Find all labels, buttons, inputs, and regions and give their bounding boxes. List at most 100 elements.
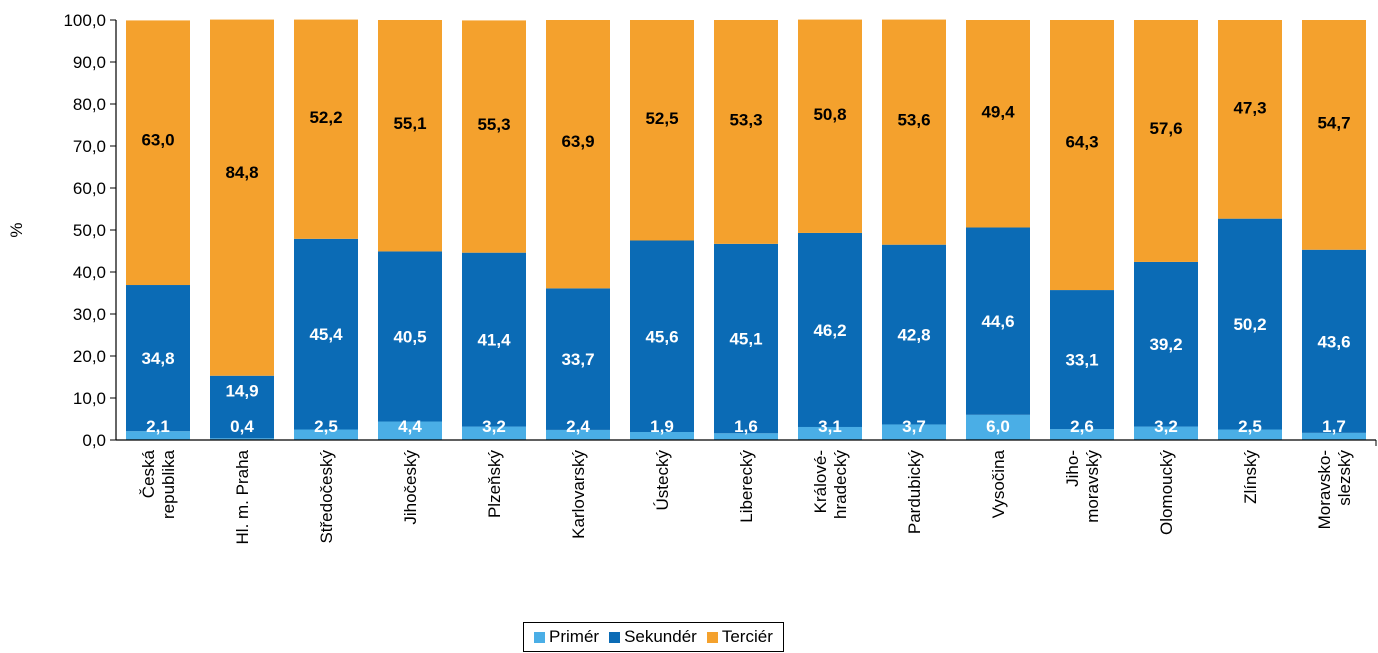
data-label: 52,2 (309, 108, 342, 127)
legend-item: Sekundér (609, 627, 697, 647)
data-label: 63,0 (141, 130, 174, 149)
data-label: 53,6 (897, 111, 930, 130)
bar-sekundér (714, 243, 778, 434)
bar-sekundér (1050, 290, 1114, 430)
category-label: Karlovarský (569, 450, 588, 539)
bar-sekundér (1218, 218, 1282, 430)
data-label: 54,7 (1317, 113, 1350, 132)
category-label: Olomoucký (1157, 450, 1176, 536)
bar-primér (630, 432, 694, 440)
bar-terciér (126, 20, 190, 286)
data-label: 44,6 (981, 312, 1014, 331)
data-label: 55,3 (477, 115, 510, 134)
bar-terciér (630, 20, 694, 241)
data-label: 39,2 (1149, 335, 1182, 354)
legend-item: Primér (534, 627, 599, 647)
legend-label: Primér (549, 627, 600, 646)
data-label: 1,9 (650, 417, 674, 436)
bar-primér (1302, 432, 1366, 440)
data-label: 40,5 (393, 327, 426, 346)
y-tick-label: 100,0 (63, 11, 106, 30)
category-label: Jiho-moravský (1063, 450, 1102, 523)
category-label: Ústecký (653, 450, 672, 511)
data-label: 3,1 (818, 417, 842, 436)
bar-primér (126, 431, 190, 440)
data-label: 3,2 (482, 417, 506, 436)
bar-sekundér (882, 244, 946, 425)
y-axis-title: % (7, 222, 26, 237)
category-label: Jihočeský (401, 450, 420, 525)
data-label: 49,4 (981, 103, 1015, 122)
data-label: 33,1 (1065, 351, 1098, 370)
axes (115, 20, 1377, 446)
bar-sekundér (1302, 249, 1366, 433)
data-label: 57,6 (1149, 119, 1182, 138)
data-label: 50,2 (1233, 315, 1266, 334)
category-label: Plzeňský (485, 450, 504, 519)
legend-item: Terciér (706, 627, 773, 647)
bar-terciér (714, 20, 778, 244)
data-label: 2,4 (566, 417, 590, 436)
data-label: 2,5 (1238, 417, 1262, 436)
bar-primér (1050, 429, 1114, 440)
bar-sekundér (798, 232, 862, 427)
category-label: Králové-hradecký (811, 450, 850, 519)
category-label: Zlínský (1241, 450, 1260, 504)
y-tick-label: 20,0 (73, 347, 106, 366)
data-label: 33,7 (561, 350, 594, 369)
category-label: Liberecký (737, 450, 756, 523)
bar-sekundér (546, 288, 610, 430)
data-label: 41,4 (477, 331, 511, 350)
category-label: Pardubický (905, 450, 924, 535)
bar-primér (210, 438, 274, 440)
data-label: 45,4 (309, 325, 343, 344)
data-label: 63,9 (561, 132, 594, 151)
x-axis-categories: Českárepublika Hl. m. Praha Středočeský Jih… (139, 449, 1354, 544)
data-label: 1,7 (1322, 417, 1346, 436)
bar-terciér (798, 19, 862, 233)
category-label: Hl. m. Praha (233, 449, 252, 544)
bar-primér (714, 433, 778, 440)
category-label: Moravsko-slezský (1315, 450, 1354, 530)
y-tick-label: 90,0 (73, 53, 106, 72)
data-label: 34,8 (141, 349, 174, 368)
data-label: 2,6 (1070, 417, 1094, 436)
legend-label: Terciér (721, 627, 773, 646)
data-label: 52,5 (645, 109, 678, 128)
category-label: Středočeský (317, 450, 336, 544)
legend-label: Sekundér (624, 627, 697, 646)
data-label: 1,6 (734, 417, 758, 436)
category-label: Vysočina (989, 449, 1008, 518)
y-tick-label: 60,0 (73, 179, 106, 198)
bar-terciér (378, 20, 442, 252)
data-label: 43,6 (1317, 332, 1350, 351)
bar-primér (882, 424, 946, 440)
bar-sekundér (126, 285, 190, 432)
bar-primér (378, 421, 442, 440)
data-labels: 2,1 34,8 63,0 0,4 14,9 84,8 2,5 45,4 52,2 4,4 40,5… (141, 98, 1350, 436)
bar-terciér (210, 19, 274, 376)
data-label: 3,2 (1154, 417, 1178, 436)
data-label: 50,8 (813, 105, 846, 124)
bar-primér (966, 414, 1030, 440)
y-tick-label: 40,0 (73, 263, 106, 282)
y-tick-label: 80,0 (73, 95, 106, 114)
legend-swatch (534, 631, 545, 643)
bar-terciér (546, 20, 610, 289)
y-tick-label: 30,0 (73, 305, 106, 324)
bar-terciér (882, 19, 946, 245)
data-label: 2,5 (314, 417, 338, 436)
stacked-bar-chart: % 0,0 10,0 20,0 30,0 40,0 50,0 60,0 70,0 80,0 90,… (7, 11, 1377, 544)
category-label: Českárepublika (139, 449, 178, 519)
bar-primér (798, 426, 862, 440)
data-label: 45,1 (729, 330, 762, 349)
data-label: 42,8 (897, 326, 930, 345)
bar-primér (546, 429, 610, 440)
bars (126, 19, 1366, 440)
data-label: 14,9 (225, 382, 258, 401)
y-axis-ticks: 0,0 10,0 20,0 30,0 40,0 50,0 60,0 70,0 80,0 90,0 1… (63, 11, 116, 450)
bar-sekundér (966, 227, 1030, 415)
y-tick-label: 0,0 (82, 431, 106, 450)
data-label: 3,7 (902, 417, 926, 436)
y-axis-label: % (7, 222, 26, 237)
